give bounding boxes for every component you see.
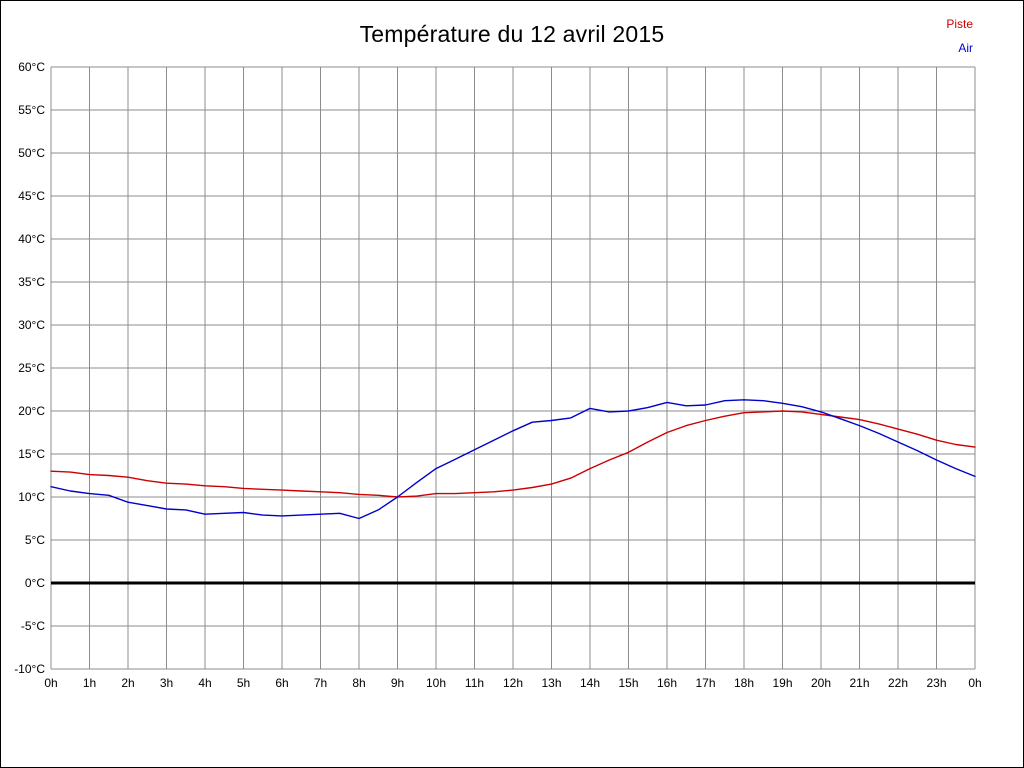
x-tick-label: 6h — [275, 676, 288, 690]
x-tick-label: 0h — [968, 676, 981, 690]
y-tick-label: 10°C — [18, 490, 45, 504]
x-tick-label: 8h — [352, 676, 365, 690]
chart-title: Température du 12 avril 2015 — [359, 21, 665, 47]
x-tick-label: 22h — [888, 676, 908, 690]
series-line-piste — [50, 410, 976, 498]
x-tick-label: 21h — [849, 676, 869, 690]
y-tick-label: 30°C — [18, 318, 45, 332]
y-tick-label: 45°C — [18, 189, 45, 203]
y-tick-label: 55°C — [18, 103, 45, 117]
y-tick-label: 60°C — [18, 60, 45, 74]
x-tick-label: 15h — [618, 676, 638, 690]
y-tick-label: 40°C — [18, 232, 45, 246]
x-tick-label: 0h — [44, 676, 57, 690]
legend-item-air: Air — [958, 41, 973, 55]
x-tick-label: 23h — [926, 676, 946, 690]
x-tick-label: 12h — [503, 676, 523, 690]
y-tick-label: 5°C — [25, 533, 45, 547]
x-tick-label: 7h — [314, 676, 327, 690]
y-tick-label: 25°C — [18, 361, 45, 375]
y-tick-label: -10°C — [14, 662, 45, 676]
legend: Piste Air — [946, 12, 973, 60]
x-tick-label: 2h — [121, 676, 134, 690]
x-tick-label: 10h — [426, 676, 446, 690]
y-tick-label: 50°C — [18, 146, 45, 160]
x-tick-label: 16h — [657, 676, 677, 690]
x-tick-label: 14h — [580, 676, 600, 690]
y-tick-label: 35°C — [18, 275, 45, 289]
x-tick-label: 3h — [160, 676, 173, 690]
x-tick-label: 20h — [811, 676, 831, 690]
y-tick-label: 15°C — [18, 447, 45, 461]
x-tick-label: 18h — [734, 676, 754, 690]
x-tick-label: 1h — [83, 676, 96, 690]
legend-item-piste: Piste — [946, 17, 973, 31]
x-tick-label: 19h — [772, 676, 792, 690]
y-tick-label: 20°C — [18, 404, 45, 418]
x-tick-label: 9h — [391, 676, 404, 690]
x-tick-label: 13h — [541, 676, 561, 690]
x-tick-label: 11h — [465, 676, 484, 690]
x-tick-label: 4h — [198, 676, 211, 690]
x-tick-label: 17h — [695, 676, 715, 690]
y-tick-label: 0°C — [25, 576, 45, 590]
x-tick-label: 5h — [237, 676, 250, 690]
series-line-air — [50, 399, 976, 520]
y-tick-label: -5°C — [21, 619, 45, 633]
